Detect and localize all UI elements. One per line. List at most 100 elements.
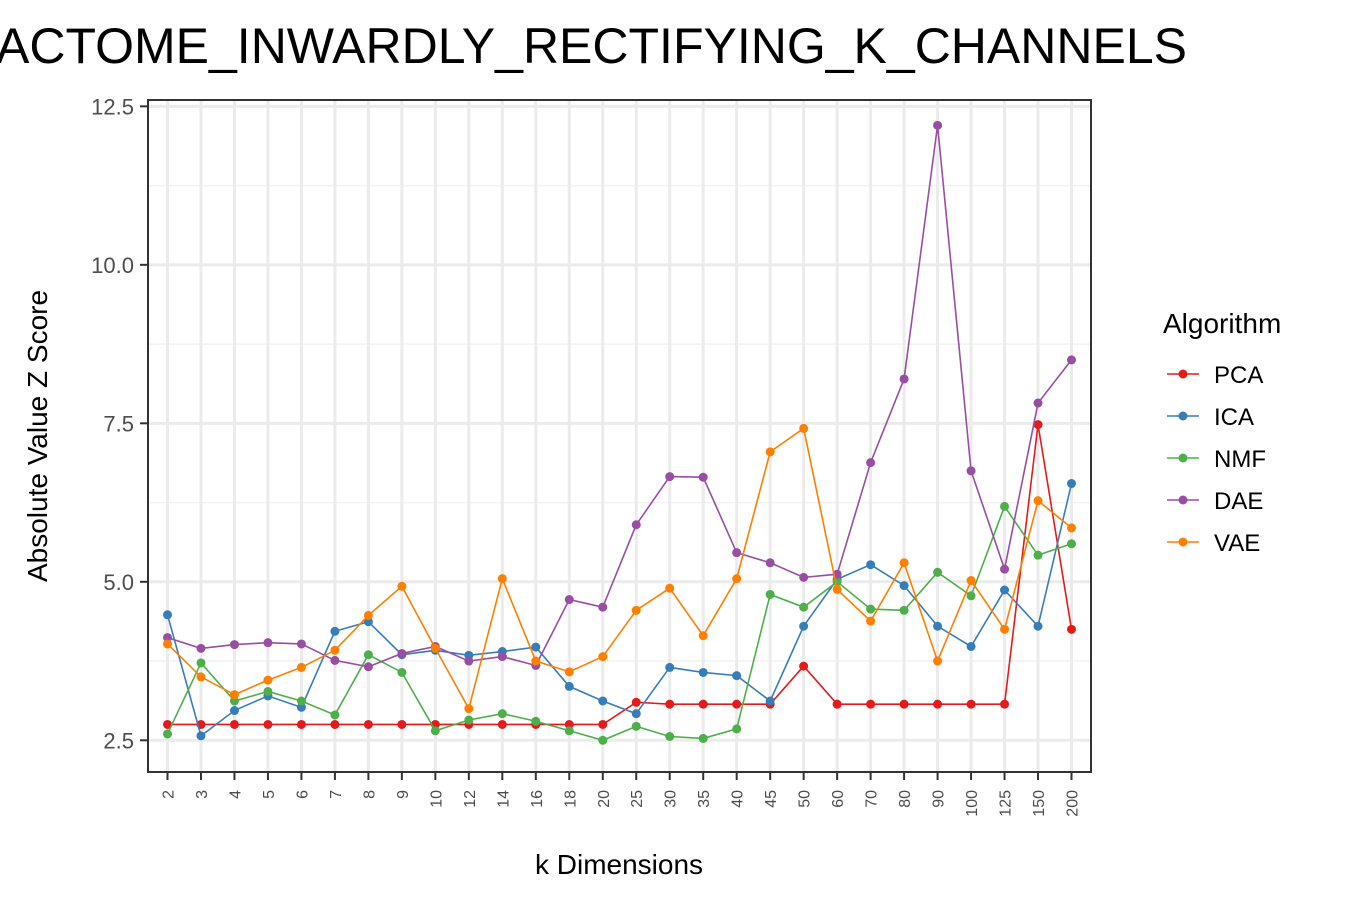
- data-point-vae: [933, 656, 943, 666]
- x-tick-label: 50: [797, 790, 814, 808]
- legend-label-pca: PCA: [1214, 362, 1263, 389]
- data-point-ica: [933, 621, 943, 631]
- data-point-vae: [1067, 523, 1076, 533]
- data-point-nmf: [899, 605, 909, 615]
- data-point-pca: [966, 699, 976, 709]
- series-line-vae: [166, 427, 1073, 711]
- data-point-nmf: [765, 589, 775, 599]
- data-point-ica: [1033, 621, 1043, 631]
- data-point-ica: [531, 642, 541, 652]
- data-point-nmf: [698, 733, 708, 743]
- data-point-vae: [330, 645, 340, 655]
- legend-item-nmf: NMF: [1167, 446, 1266, 473]
- data-point-vae: [1000, 624, 1010, 634]
- data-point-pca: [363, 719, 373, 729]
- data-point-pca: [296, 719, 306, 729]
- data-point-dae: [966, 466, 976, 476]
- data-point-dae: [1000, 564, 1010, 574]
- data-point-pca: [732, 699, 742, 709]
- x-tick-label: 40: [730, 790, 747, 808]
- data-point-nmf: [196, 658, 206, 668]
- data-point-vae: [397, 581, 407, 591]
- data-point-nmf: [732, 724, 742, 734]
- data-point-vae: [263, 675, 273, 685]
- data-point-ica: [866, 560, 876, 570]
- data-point-pca: [330, 719, 340, 729]
- data-point-pca: [698, 699, 708, 709]
- data-point-dae: [497, 652, 507, 662]
- x-tick-label: 16: [529, 790, 546, 808]
- data-point-vae: [799, 423, 809, 433]
- data-point-pca: [397, 719, 407, 729]
- data-point-nmf: [531, 716, 541, 726]
- data-point-pca: [832, 699, 842, 709]
- data-point-nmf: [799, 602, 809, 612]
- data-point-nmf: [665, 731, 675, 741]
- data-point-vae: [229, 690, 239, 700]
- x-tick-label: 4: [227, 790, 244, 799]
- data-point-dae: [1067, 355, 1076, 365]
- series-nmf: [163, 501, 1076, 745]
- data-point-pca: [899, 699, 909, 709]
- x-tick-label: 30: [663, 790, 680, 808]
- x-tick-label: 200: [1065, 790, 1082, 817]
- data-point-vae: [564, 667, 574, 677]
- data-point-ica: [363, 617, 373, 627]
- data-point-nmf: [363, 650, 373, 660]
- data-point-pca: [1067, 624, 1076, 634]
- y-axis-label: Absolute Value Z Score: [22, 290, 53, 582]
- x-tick-label: 8: [361, 790, 378, 799]
- data-point-ica: [631, 709, 641, 719]
- data-point-dae: [564, 595, 574, 605]
- x-axis-label: k Dimensions: [535, 849, 703, 880]
- data-point-pca: [598, 719, 608, 729]
- data-point-dae: [631, 520, 641, 530]
- data-point-vae: [665, 583, 675, 593]
- x-tick-label: 70: [864, 790, 881, 808]
- data-point-dae: [464, 656, 474, 666]
- data-point-vae: [163, 639, 172, 649]
- data-point-nmf: [497, 709, 507, 719]
- data-point-pca: [497, 719, 507, 729]
- data-point-nmf: [464, 715, 474, 725]
- x-tick-label: 80: [897, 790, 914, 808]
- data-point-nmf: [1000, 501, 1010, 511]
- legend-item-pca: PCA: [1167, 362, 1263, 389]
- data-point-ica: [598, 696, 608, 706]
- legend-label-vae: VAE: [1214, 530, 1260, 557]
- data-point-pca: [799, 661, 809, 671]
- data-point-pca: [163, 719, 172, 729]
- y-tick-label: 12.5: [91, 94, 134, 119]
- data-point-dae: [899, 374, 909, 384]
- y-tick-label: 10.0: [91, 253, 134, 278]
- plot-border: [147, 99, 1092, 773]
- data-point-pca: [631, 697, 641, 707]
- data-point-dae: [363, 662, 373, 672]
- data-point-ica: [799, 621, 809, 631]
- x-tick-label: 6: [294, 790, 311, 799]
- legend-key-point-dae: [1178, 495, 1188, 505]
- x-tick-label: 18: [562, 790, 579, 808]
- x-tick-label: 5: [261, 790, 278, 799]
- x-tick-label: 125: [998, 790, 1015, 817]
- y-tick-label: 2.5: [103, 728, 134, 753]
- data-point-nmf: [866, 604, 876, 614]
- chart-title: ACTOME_INWARDLY_RECTIFYING_K_CHANNELS: [0, 18, 1187, 74]
- legend-items: PCA ICA NMF DAE VAE: [1167, 362, 1266, 557]
- data-point-vae: [966, 576, 976, 586]
- legend: Algorithm PCA ICA NMF DAE VAE: [1163, 308, 1281, 557]
- data-point-vae: [866, 616, 876, 626]
- data-point-vae: [363, 610, 373, 620]
- data-point-pca: [229, 719, 239, 729]
- legend-title: Algorithm: [1163, 308, 1281, 339]
- x-tick-label: 35: [696, 790, 713, 808]
- x-axis: 2 3 4 5 6 7 8 9 10 12 14 16 18 20 25 30 35 40 45 50 60 70 80 90…: [161, 772, 1082, 817]
- x-tick-label: 20: [596, 790, 613, 808]
- data-point-dae: [933, 120, 943, 130]
- data-point-nmf: [631, 721, 641, 731]
- legend-item-vae: VAE: [1167, 530, 1260, 557]
- data-point-pca: [866, 699, 876, 709]
- data-point-ica: [732, 671, 742, 681]
- x-tick-label: 60: [830, 790, 847, 808]
